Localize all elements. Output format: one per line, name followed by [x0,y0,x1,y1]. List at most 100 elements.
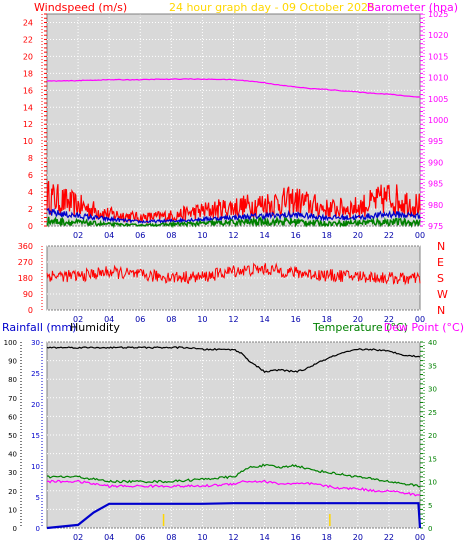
humidity-tick-label: 0 [13,525,17,533]
x-tick-label: 14 [259,231,269,240]
rain-humidity-temperature-panel: 02 04 06 08 10 12 14 16 18 20 22 0 0 0 10 20 30 40 50 60 70 8… [4,339,437,542]
humidity-tick-label: 40 [8,451,17,459]
x-tick-label: 08 [166,533,176,542]
x-tick-label: 22 [384,315,394,324]
compass-label: E [437,256,444,269]
temperature-tick-label: 35 [428,362,437,370]
y-right-tick-label: 990 [428,158,443,167]
barometer-axis-title: Barometer (hpa) [367,1,458,14]
x-tick-label: 00 [415,315,425,324]
compass-label: W [437,288,448,301]
y-right-tick-label: 995 [428,137,443,146]
y-left-tick-label: 6 [28,171,33,180]
temperature-tick-label: 20 [428,432,437,440]
dewpoint-axis-title: Dew Point (°C) [384,321,464,334]
series-dewpoint-line [46,479,421,497]
x-tick-label: 08 [166,231,176,240]
x-tick-label: 22 [384,231,394,240]
humidity-tick-label: 30 [8,469,17,477]
y-right-tick-label: 1015 [428,52,448,61]
y-right-tick-label: 1005 [428,95,448,104]
x-tick-label: 06 [135,315,145,324]
temperature-tick-label: 5 [428,502,432,510]
humidity-axis-title: Humidity [70,321,120,334]
rainfall-tick-label: 20 [31,401,40,409]
y-left-tick-label: 20 [23,52,33,61]
temperature-tick-label: 40 [428,339,437,347]
humidity-tick-label: 60 [8,413,17,421]
y-left-tick-label: 90 [23,290,33,299]
x-tick-label: 06 [135,231,145,240]
x-tick-label: 16 [291,315,301,324]
temperature-axis-title: Temperature (°C) [312,321,408,334]
temperature-tick-label: 30 [428,386,437,394]
x-tick-label: 12 [228,533,238,542]
y-left-tick-label: 180 [18,274,33,283]
x-tick-label: 18 [322,315,332,324]
y-right-tick-label: 1010 [428,74,448,83]
series-direction-line [46,262,421,286]
rainfall-tick-label: 0 [36,525,40,533]
y-left-tick-label: 14 [23,103,33,112]
temperature-tick-label: 25 [428,409,437,417]
y-left-tick-label: 12 [23,120,33,129]
x-tick-label: 20 [353,231,363,240]
y-left-tick-label: 22 [23,35,33,44]
x-tick-label: 02 [73,533,83,542]
humidity-tick-label: 10 [8,506,17,514]
x-tick-label: 04 [104,231,114,240]
x-tick-label: 18 [322,533,332,542]
rainfall-tick-label: 25 [31,370,40,378]
compass-label: N [437,304,445,317]
rainfall-axis-title: Rainfall (mm) [2,321,76,334]
y-right-tick-label: 975 [428,222,443,231]
x-tick-label: 20 [353,533,363,542]
series-humidity-line [46,346,421,374]
series-barometer-line [46,78,421,98]
x-tick-label: 10 [197,231,207,240]
y-right-tick-label: 1020 [428,31,448,40]
x-tick-label: 10 [197,533,207,542]
x-tick-label: 02 [73,231,83,240]
x-tick-label: 00 [415,231,425,240]
y-left-tick-label: 0 [28,222,33,231]
y-left-tick-label: 24 [23,18,33,27]
humidity-tick-label: 70 [8,395,17,403]
humidity-tick-label: 80 [8,376,17,384]
x-tick-label: 06 [135,533,145,542]
rainfall-tick-label: 15 [31,432,40,440]
y-right-tick-label: 980 [428,201,443,210]
y-left-tick-label: 270 [18,258,33,267]
x-tick-label: 16 [291,533,301,542]
compass-label: N [437,240,445,253]
x-tick-label: 16 [291,231,301,240]
series-rainfall-line [46,502,422,530]
windspeed-axis-title: Windspeed (m/s) [34,1,127,14]
x-tick-label: 02 [73,315,83,324]
y-left-tick-label: 4 [28,188,33,197]
y-left-tick-label: 16 [23,86,33,95]
wind-barometer-panel: 02 04 06 08 10 12 14 16 18 20 22 000246810121416182… [23,10,449,240]
y-right-tick-label: 1000 [428,116,448,125]
x-tick-label: 12 [228,231,238,240]
x-tick-label: 22 [384,533,394,542]
y-left-tick-label: 10 [23,137,33,146]
y-left-tick-label: 2 [28,205,33,214]
y-left-tick-label: 360 [18,242,33,251]
humidity-tick-label: 50 [8,432,17,440]
y-left-tick-label: 0 [28,306,33,315]
rainfall-tick-label: 30 [31,339,40,347]
series-average-line [46,207,421,224]
humidity-tick-label: 90 [8,358,17,366]
compass-label: S [437,272,444,285]
temperature-tick-label: 0 [428,525,432,533]
y-left-tick-label: 8 [28,154,33,163]
rainfall-tick-label: 10 [31,463,40,471]
x-tick-label: 04 [104,533,114,542]
x-tick-label: 14 [259,533,269,542]
series-gust-line [46,180,421,225]
humidity-tick-label: 20 [8,488,17,496]
series-lull-line [46,216,421,229]
